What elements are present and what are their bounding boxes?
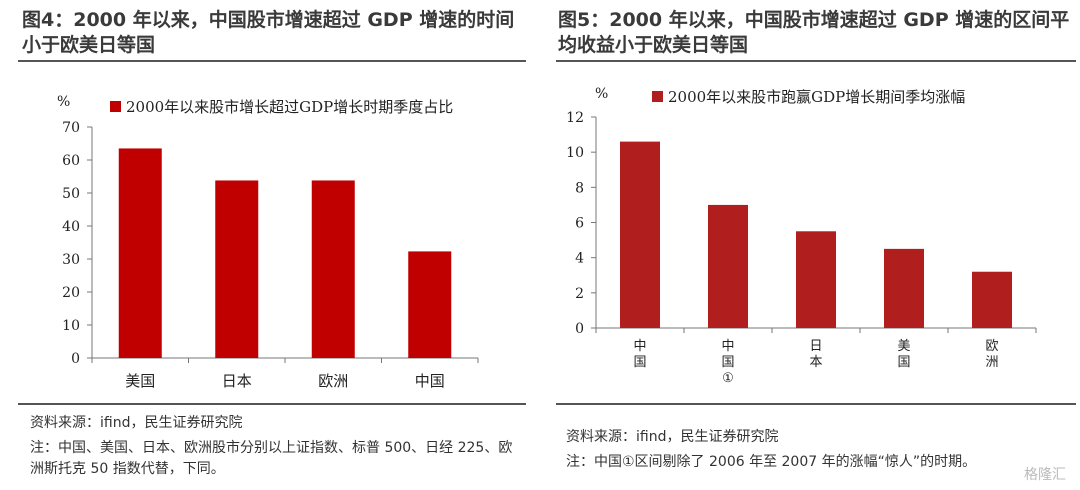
y-unit-label: %	[595, 86, 608, 102]
y-tick-label: 4	[575, 251, 584, 267]
y-tick-label: 10	[62, 318, 80, 334]
bar	[708, 204, 748, 328]
figure-5-title: 图5：2000 年以来，中国股市增速超过 GDP 增速的区间平均收益小于欧美日等…	[558, 9, 1070, 56]
title-divider	[18, 60, 526, 62]
figure-4-panel: 图4：2000 年以来，中国股市增速超过 GDP 增速的时间小于欧美日等国 % 2…	[0, 0, 530, 490]
figure-4-title: 图4：2000 年以来，中国股市增速超过 GDP 增速的时间小于欧美日等国	[22, 9, 515, 56]
bar	[796, 231, 836, 328]
y-tick-label: 60	[62, 153, 80, 169]
footer-divider	[18, 403, 526, 405]
x-tick-label: 中国	[415, 372, 445, 390]
x-tick-label: 欧洲	[318, 372, 348, 390]
figure-5-panel: 图5：2000 年以来，中国股市增速超过 GDP 增速的区间平均收益小于欧美日等…	[548, 0, 1080, 490]
legend-label: 2000年以来股市跑赢GDP增长期间季均涨幅	[668, 88, 965, 106]
bar	[215, 180, 259, 358]
y-tick-label: 30	[62, 252, 80, 268]
y-tick-label: 0	[71, 351, 80, 367]
title-divider	[556, 60, 1076, 62]
x-tick-label: 中国 ①	[721, 339, 734, 386]
bar	[972, 271, 1012, 328]
figure-5-note: 注：中国①区间剔除了 2006 年至 2007 年的涨幅“惊人”的时期。	[566, 454, 977, 470]
x-tick-label: 欧洲	[985, 339, 998, 370]
bar	[408, 251, 452, 358]
y-tick-label: 50	[62, 186, 80, 202]
figure-5-source: 资料来源：ifind，民生证券研究院	[566, 429, 779, 445]
y-tick-label: 6	[575, 216, 584, 232]
figure-4-note: 注：中国、美国、日本、欧洲股市分别以上证指数、标普 500、日经 225、欧洲斯…	[30, 440, 513, 477]
y-tick-label: 20	[62, 285, 80, 301]
legend-swatch	[652, 91, 663, 102]
footer-divider	[556, 403, 1076, 405]
bar	[311, 180, 355, 358]
bar	[118, 148, 162, 358]
bar	[620, 141, 660, 328]
y-tick-label: 8	[575, 180, 584, 196]
legend-label: 2000年以来股市增长超过GDP增长时期季度占比	[126, 98, 453, 116]
figure-5-chart: % 2000年以来股市跑赢GDP增长期间季均涨幅 0 2 4 6 8 10 12 中国 中国 ① 日本 美…	[566, 86, 1037, 386]
x-tick-label: 日本	[222, 372, 252, 390]
y-unit-label: %	[57, 94, 70, 110]
y-tick-label: 12	[566, 110, 584, 126]
watermark-logo: 格隆汇	[1024, 467, 1066, 483]
figure-4-chart: % 2000年以来股市增长超过GDP增长时期季度占比 0 10 20 30 40 50 60 70…	[57, 94, 479, 390]
legend-swatch	[110, 101, 121, 112]
y-tick-label: 10	[566, 145, 584, 161]
y-tick-label: 2	[575, 286, 584, 302]
bar	[884, 248, 924, 328]
x-tick-label: 中国	[633, 339, 646, 370]
y-tick-label: 0	[575, 321, 584, 337]
x-tick-label: 美国	[897, 339, 910, 370]
y-tick-label: 40	[62, 219, 80, 235]
x-tick-label: 美国	[125, 372, 155, 390]
figure-4-source: 资料来源：ifind，民生证券研究院	[30, 415, 243, 431]
y-tick-label: 70	[62, 120, 80, 136]
x-tick-label: 日本	[809, 339, 822, 370]
